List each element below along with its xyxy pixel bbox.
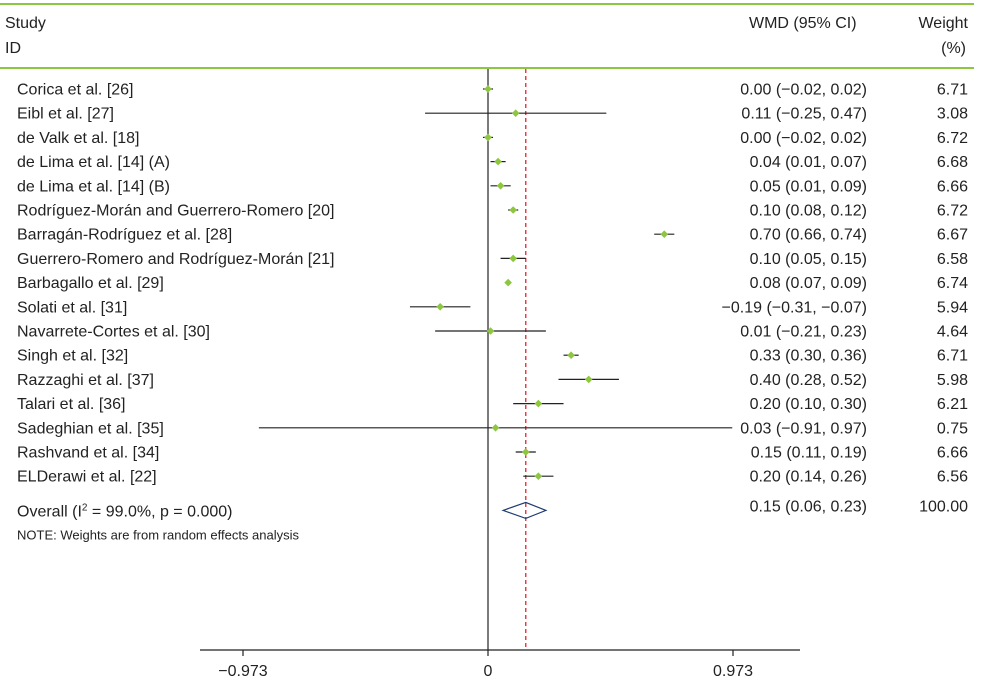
point-estimate	[660, 230, 669, 238]
study-label: Guerrero-Romero and Rodríguez-Morán [21]	[17, 251, 334, 268]
point-estimate	[484, 133, 492, 142]
plot-area: Corica et al. [26] 0.00 (−0.02, 0.02) 6.71…	[17, 69, 968, 680]
weight-value: 5.98	[937, 372, 968, 389]
ci-value: 0.03 (−0.91, 0.97)	[740, 420, 867, 437]
weight-value: 6.72	[937, 203, 968, 220]
header-weight: Weight	[918, 15, 968, 32]
weight-value: 4.64	[937, 324, 968, 341]
ci-value: 0.08 (0.07, 0.09)	[750, 275, 867, 292]
weight-value: 6.56	[937, 469, 968, 486]
weight-value: 3.08	[937, 106, 968, 123]
ci-value: 0.20 (0.14, 0.26)	[750, 469, 867, 486]
point-estimate	[484, 85, 492, 93]
overall-ci-value: 0.15 (0.06, 0.23)	[750, 498, 867, 515]
weight-value: 6.71	[937, 348, 968, 365]
x-tick-label: −0.973	[218, 663, 267, 680]
ci-value: 0.15 (0.11, 0.19)	[751, 445, 867, 462]
point-estimate	[486, 327, 495, 335]
weight-value: 0.75	[937, 420, 968, 437]
ci-value: 0.40 (0.28, 0.52)	[750, 372, 867, 389]
study-label: Talari et al. [36]	[17, 396, 126, 413]
study-label: de Lima et al. [14] (B)	[17, 178, 170, 195]
ci-value: 0.70 (0.66, 0.74)	[750, 227, 867, 244]
point-estimate	[534, 472, 543, 480]
ci-value: −0.19 (−0.31, −0.07)	[722, 299, 867, 316]
weight-value: 6.66	[937, 178, 968, 195]
ci-value: 0.05 (0.01, 0.09)	[750, 178, 867, 195]
study-label: Solati et al. [31]	[17, 299, 127, 316]
x-tick-label: 0.973	[713, 663, 753, 680]
study-label: Singh et al. [32]	[17, 348, 128, 365]
study-label: de Valk et al. [18]	[17, 130, 139, 147]
weight-value: 6.66	[937, 445, 968, 462]
overall-diamond	[501, 501, 548, 520]
point-estimate	[491, 424, 500, 432]
weights-note: NOTE: Weights are from random effects an…	[17, 527, 300, 542]
point-estimate	[436, 303, 444, 311]
study-label: Barragán-Rodríguez et al. [28]	[17, 227, 232, 244]
weight-value: 6.68	[937, 154, 968, 171]
study-label: ELDerawi et al. [22]	[17, 469, 157, 486]
weight-value: 6.74	[937, 275, 968, 292]
study-label: Rashvand et al. [34]	[17, 445, 159, 462]
point-estimate	[567, 351, 575, 359]
study-label: Rodríguez-Morán and Guerrero-Romero [20]	[17, 203, 334, 220]
overall-label: Overall (I2 = 99.0%, p = 0.000)	[17, 502, 232, 520]
ci-value: 0.04 (0.01, 0.07)	[750, 154, 867, 171]
ci-value: 0.10 (0.08, 0.12)	[750, 203, 867, 220]
point-estimate	[509, 206, 517, 214]
overall-weight-value: 100.00	[919, 498, 968, 515]
ci-value: 0.00 (−0.02, 0.02)	[740, 82, 867, 99]
point-estimate	[584, 375, 593, 384]
header-study: Study	[5, 15, 46, 32]
point-estimate	[511, 109, 520, 117]
ci-value: 0.10 (0.05, 0.15)	[750, 251, 867, 268]
study-label: Barbagallo et al. [29]	[17, 275, 164, 292]
weight-value: 6.21	[937, 396, 968, 413]
weight-value: 6.72	[937, 130, 968, 147]
study-label: Eibl et al. [27]	[17, 106, 114, 123]
point-estimate	[504, 278, 512, 287]
study-label: Navarrete-Cortes et al. [30]	[17, 324, 210, 341]
ci-value: 0.33 (0.30, 0.36)	[750, 348, 867, 365]
header-id: ID	[5, 40, 21, 57]
ci-value: 0.01 (−0.21, 0.23)	[740, 324, 867, 341]
weight-value: 6.71	[937, 82, 968, 99]
point-estimate	[496, 182, 505, 190]
header-effect: WMD (95% CI)	[749, 15, 857, 32]
study-label: Corica et al. [26]	[17, 82, 134, 99]
header-weight-unit: (%)	[941, 40, 966, 57]
weight-value: 5.94	[937, 299, 968, 316]
point-estimate	[521, 448, 530, 456]
study-label: de Lima et al. [14] (A)	[17, 154, 170, 171]
point-estimate	[534, 399, 543, 408]
x-tick-label: 0	[484, 663, 493, 680]
point-estimate	[494, 157, 502, 166]
study-label: Sadeghian et al. [35]	[17, 420, 164, 437]
ci-value: 0.11 (−0.25, 0.47)	[741, 106, 867, 123]
ci-value: 0.20 (0.10, 0.30)	[750, 396, 867, 413]
weight-value: 6.67	[937, 227, 968, 244]
ci-value: 0.00 (−0.02, 0.02)	[740, 130, 867, 147]
point-estimate	[509, 254, 517, 263]
weight-value: 6.58	[937, 251, 968, 268]
study-label: Razzaghi et al. [37]	[17, 372, 154, 389]
